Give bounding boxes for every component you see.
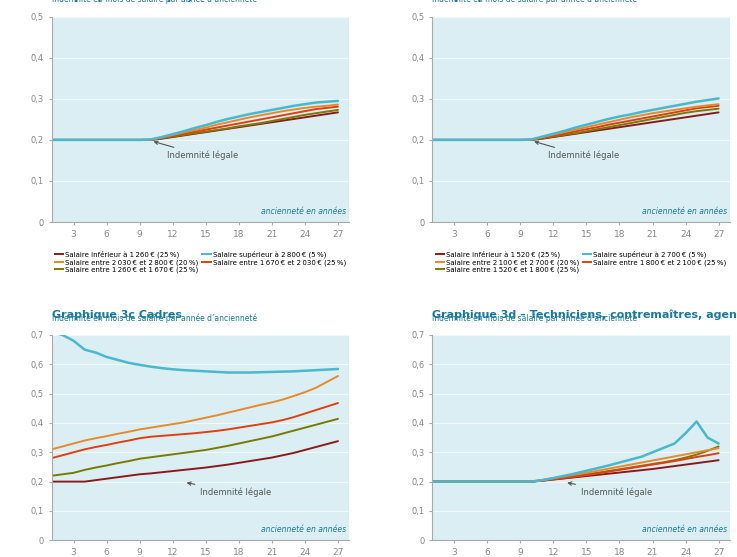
Text: Graphique 3b – Ouvriers: Graphique 3b – Ouvriers xyxy=(432,0,583,2)
Text: ancienneté en années: ancienneté en années xyxy=(261,207,346,216)
Text: Graphique 3c Cadres: Graphique 3c Cadres xyxy=(52,310,181,320)
Text: Indemnité légale: Indemnité légale xyxy=(535,141,619,160)
Text: ancienneté en années: ancienneté en années xyxy=(261,525,346,534)
Legend: Salaire inférieur à 1 260 € (25 %), Salaire entre 2 030 € et 2 800 € (20 %), Sal: Salaire inférieur à 1 260 € (25 %), Sala… xyxy=(55,250,346,273)
Text: Graphique 3a - Employés: Graphique 3a - Employés xyxy=(52,0,208,2)
Text: Indemnité en mois de salaire par année d’ancienneté: Indemnité en mois de salaire par année d… xyxy=(52,313,256,323)
Text: Indemnité en mois de salaire par année d’ancienneté: Indemnité en mois de salaire par année d… xyxy=(52,0,256,4)
Text: Indemnité légale: Indemnité légale xyxy=(568,482,652,497)
Text: ancienneté en années: ancienneté en années xyxy=(641,207,727,216)
Text: Indemnité en mois de salaire par année d’ancienneté: Indemnité en mois de salaire par année d… xyxy=(432,313,638,323)
Text: Indemnité légale: Indemnité légale xyxy=(155,141,239,160)
Text: ancienneté en années: ancienneté en années xyxy=(641,525,727,534)
Legend: Salaire inférieur à 1 520 € (25 %), Salaire entre 2 100 € et 2 700 € (20 %), Sal: Salaire inférieur à 1 520 € (25 %), Sala… xyxy=(436,250,727,273)
Text: Graphique 3d – Techniciens, contremaîtres, agents de maîtrise: Graphique 3d – Techniciens, contremaître… xyxy=(432,310,737,320)
Text: Indemnité légale: Indemnité légale xyxy=(188,482,271,497)
Text: Indemnité en mois de salaire par année d’ancienneté: Indemnité en mois de salaire par année d… xyxy=(432,0,638,4)
